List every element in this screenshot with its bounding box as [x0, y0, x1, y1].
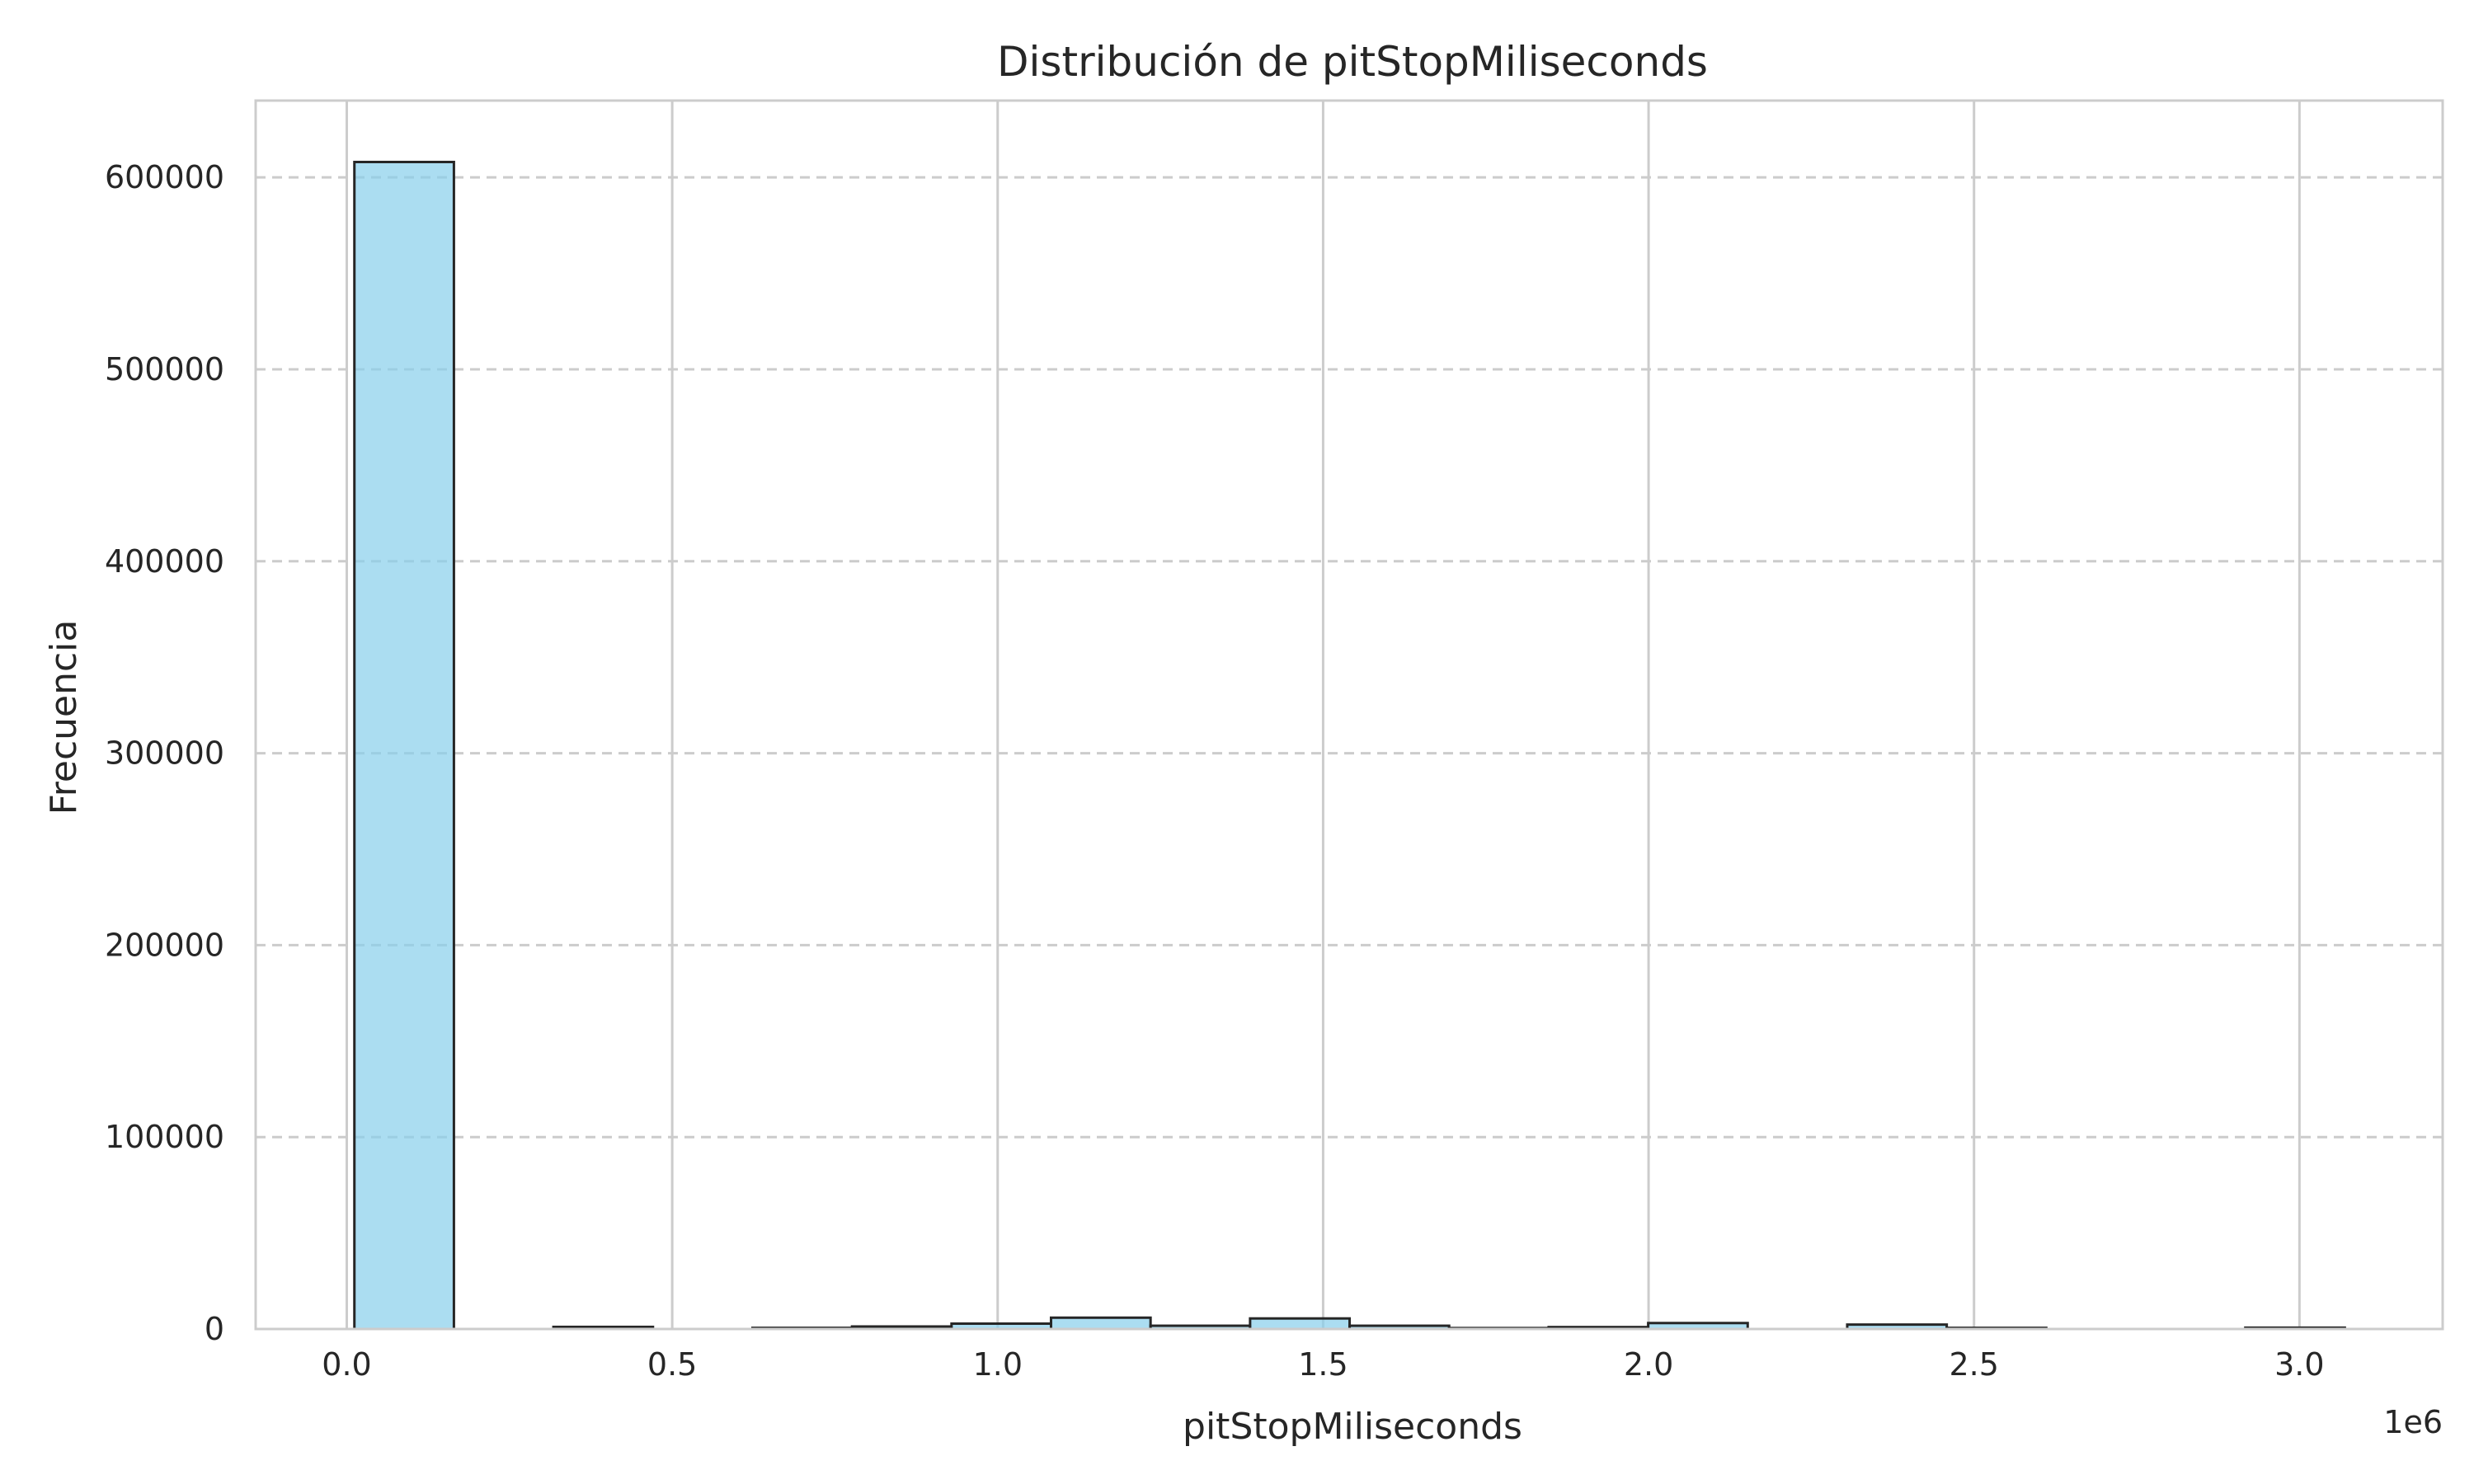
y-tick-label: 0: [205, 1311, 224, 1347]
histogram-bar: [353, 161, 455, 1331]
x-axis-offset-label: 1e6: [2383, 1404, 2443, 1440]
x-tick-label: 2.0: [1624, 1346, 1673, 1383]
x-tick-label: 1.0: [973, 1346, 1023, 1383]
y-axis-ticks: 0 100000 200000 300000 400000 500000 600000: [105, 159, 224, 1347]
y-tick-label: 400000: [105, 543, 224, 580]
x-tick-label: 0.5: [647, 1346, 697, 1383]
y-tick-label: 500000: [105, 351, 224, 387]
histogram-bar: [1249, 1317, 1352, 1331]
grid: [256, 101, 2443, 1331]
x-tick-label: 1.5: [1298, 1346, 1348, 1383]
y-tick-label: 300000: [105, 735, 224, 772]
bars: [353, 161, 2346, 1331]
y-axis-label: Frecuencia: [43, 620, 85, 815]
x-tick-label: 2.5: [1949, 1346, 1998, 1383]
chart-title: Distribución de pitStopMiliseconds: [997, 38, 1708, 86]
histogram-bar: [1050, 1316, 1152, 1331]
axes-frame: [254, 99, 2444, 1331]
y-tick-label: 600000: [105, 159, 224, 195]
x-tick-label: 0.0: [322, 1346, 371, 1383]
x-axis-ticks: 0.0 0.5 1.0 1.5 2.0 2.5 3.0: [322, 1346, 2324, 1383]
x-tick-label: 3.0: [2274, 1346, 2324, 1383]
x-axis-label: pitStopMiliseconds: [1183, 1406, 1522, 1448]
y-tick-label: 100000: [105, 1119, 224, 1155]
y-tick-label: 200000: [105, 927, 224, 963]
